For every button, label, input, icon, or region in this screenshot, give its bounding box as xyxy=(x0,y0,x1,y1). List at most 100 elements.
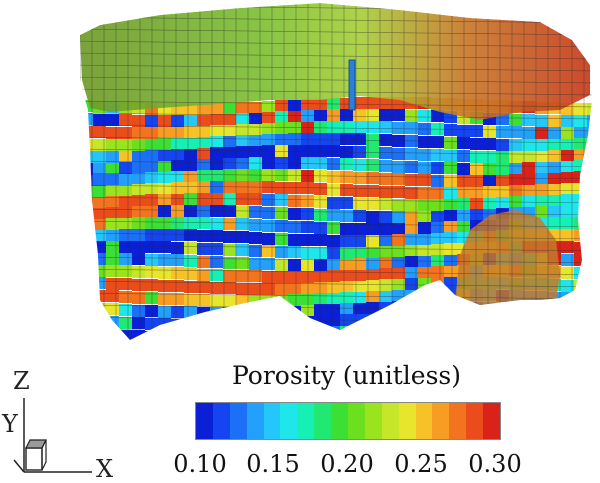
grid-cell xyxy=(93,316,106,328)
grid-cell xyxy=(327,171,340,183)
grid-cell xyxy=(301,170,314,182)
grid-cell xyxy=(379,97,392,109)
grid-cell xyxy=(119,127,132,139)
grid-cell xyxy=(457,163,470,175)
grid-cell xyxy=(106,230,119,242)
grid-cell xyxy=(379,173,392,185)
grid-cell xyxy=(158,229,171,241)
grid-cell xyxy=(366,134,379,146)
grid-cell xyxy=(236,330,249,340)
grid-cell xyxy=(106,253,119,265)
grid-line xyxy=(80,268,592,276)
grid-cell xyxy=(327,235,340,247)
grid-cell xyxy=(210,147,223,159)
grid-cell xyxy=(548,330,561,340)
grid-cell xyxy=(275,233,288,245)
grid-cell xyxy=(379,147,392,159)
grid-cell xyxy=(392,234,405,246)
grid-cell xyxy=(418,222,431,234)
grid-cell xyxy=(405,161,418,173)
grid-cell xyxy=(444,199,457,211)
grid-cell xyxy=(106,241,119,253)
grid-cell xyxy=(184,294,197,306)
grid-cell xyxy=(210,230,223,242)
grid-line xyxy=(80,184,592,192)
grid-line xyxy=(80,28,592,36)
grid-cell xyxy=(249,270,262,282)
grid-cell xyxy=(340,109,353,121)
grid-cell xyxy=(444,243,457,255)
grid-line xyxy=(80,256,592,264)
grid-cell xyxy=(587,217,592,229)
grid-cell xyxy=(197,307,210,319)
grid-cell xyxy=(587,294,592,306)
grid-cell xyxy=(522,114,535,126)
colorbar-swatch xyxy=(212,403,230,439)
grid-cell xyxy=(470,163,483,175)
grid-cell xyxy=(145,127,158,139)
grid-cell xyxy=(548,115,561,127)
grid-cell xyxy=(561,161,574,173)
grid-cell xyxy=(223,295,236,307)
grid-cell xyxy=(171,171,184,183)
grid-cell xyxy=(119,317,132,329)
grid-cell xyxy=(119,265,132,277)
grid-cell xyxy=(80,186,93,198)
grid-cell xyxy=(418,110,431,122)
grid-cell xyxy=(496,328,509,340)
grid-cell xyxy=(301,316,314,328)
grid-cell xyxy=(288,157,301,169)
grid-cell xyxy=(509,163,522,175)
grid-cell xyxy=(431,149,444,161)
grid-cell xyxy=(509,114,522,126)
grid-cell xyxy=(171,254,184,266)
grid-cell xyxy=(366,159,379,171)
grid-cell xyxy=(197,148,210,160)
grid-cell xyxy=(262,306,275,318)
grid-cell xyxy=(288,221,301,233)
grid-cell xyxy=(444,289,457,301)
grid-cell xyxy=(340,281,353,293)
grid-cell xyxy=(301,182,314,194)
grid-cell xyxy=(158,115,171,127)
grid-cell xyxy=(106,290,119,302)
grid-cell xyxy=(561,305,574,317)
grid-cell xyxy=(509,329,522,340)
grid-cell xyxy=(405,301,418,313)
grid-cell xyxy=(353,223,366,235)
grid-cell xyxy=(392,211,405,223)
grid-cell xyxy=(340,292,353,304)
grid-cell xyxy=(80,277,93,289)
grid-cell xyxy=(119,196,132,208)
grid-cell xyxy=(353,303,366,315)
grid-cell xyxy=(288,259,301,271)
grid-cell xyxy=(236,283,249,295)
grid-cell xyxy=(392,161,405,173)
grid-cell xyxy=(223,270,236,282)
grid-cell xyxy=(574,115,587,127)
grid-cell xyxy=(431,326,444,338)
grid-cell xyxy=(574,127,587,139)
grid-cell xyxy=(93,197,106,209)
colorbar-swatch xyxy=(297,403,315,439)
colorbar-swatch xyxy=(263,403,281,439)
grid-cell xyxy=(197,331,210,340)
grid-cell xyxy=(275,295,288,307)
grid-cell xyxy=(210,205,223,217)
grid-line xyxy=(70,341,600,345)
grid-cell xyxy=(366,97,379,109)
grid-cell xyxy=(197,217,210,229)
grid-cell xyxy=(379,325,392,337)
grid-cell xyxy=(275,157,288,169)
grid-cell xyxy=(353,247,366,259)
colorbar-swatch xyxy=(398,403,416,439)
grid-cell xyxy=(470,327,483,339)
grid-cell xyxy=(561,150,574,162)
grid-cell xyxy=(223,114,236,126)
grid-cell xyxy=(431,301,444,313)
grid-cell xyxy=(366,121,379,133)
grid-cell xyxy=(327,145,340,157)
grid-line xyxy=(80,100,592,108)
grid-cell xyxy=(93,139,106,151)
grid-cell xyxy=(405,122,418,134)
